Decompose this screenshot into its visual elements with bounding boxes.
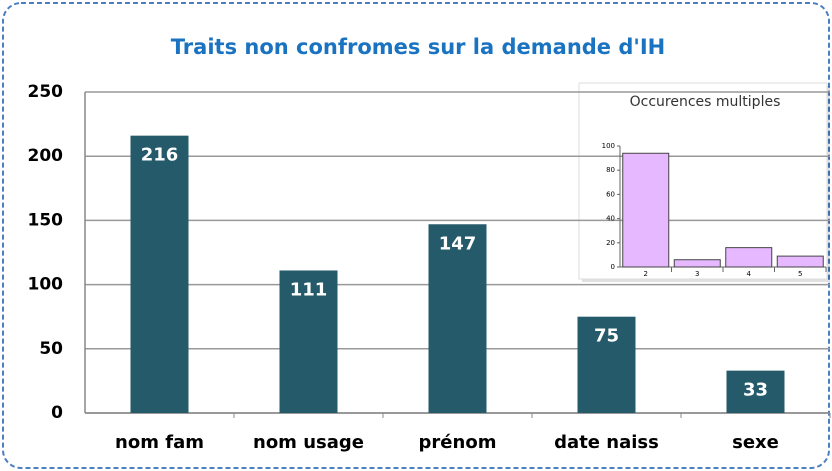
x-tick-label: 4 bbox=[747, 270, 752, 278]
y-tick-label: 60 bbox=[606, 190, 615, 198]
x-tick-label: nom fam bbox=[115, 432, 204, 453]
y-tick-label: 40 bbox=[606, 215, 615, 223]
bar bbox=[577, 316, 636, 413]
data-label: 111 bbox=[290, 279, 328, 300]
x-tick-label: 2 bbox=[644, 270, 648, 278]
bar bbox=[776, 255, 824, 268]
x-tick-label: 3 bbox=[695, 270, 699, 278]
y-tick-label: 250 bbox=[28, 82, 64, 102]
y-tick-label: 100 bbox=[602, 142, 615, 150]
bar bbox=[673, 259, 721, 268]
y-tick-label: 0 bbox=[611, 263, 615, 271]
bar bbox=[725, 247, 773, 268]
inset-title: Occurences multiples bbox=[630, 94, 781, 110]
y-tick-label: 150 bbox=[28, 210, 64, 230]
bar bbox=[726, 370, 785, 413]
data-label: 216 bbox=[141, 145, 179, 166]
y-tick-label: 0 bbox=[51, 403, 63, 423]
data-label: 75 bbox=[594, 326, 619, 347]
y-tick-label: 80 bbox=[606, 166, 615, 174]
y-tick-label: 100 bbox=[28, 275, 64, 295]
x-tick-label: 5 bbox=[798, 270, 802, 278]
bar bbox=[622, 152, 670, 268]
x-tick-label: nom usage bbox=[253, 432, 364, 453]
x-tick-label: date naiss bbox=[554, 432, 659, 453]
bar bbox=[428, 224, 487, 413]
data-label: 33 bbox=[743, 380, 768, 401]
chart-title: Traits non confromes sur la demande d'IH bbox=[171, 35, 665, 59]
bar bbox=[279, 270, 338, 413]
data-label: 147 bbox=[439, 233, 477, 254]
inset-box bbox=[578, 82, 828, 280]
y-tick-label: 20 bbox=[606, 239, 615, 247]
y-tick-label: 200 bbox=[28, 146, 64, 166]
bar bbox=[130, 135, 189, 413]
x-tick-label: prénom bbox=[419, 432, 497, 453]
y-tick-label: 50 bbox=[39, 339, 63, 359]
x-tick-label: sexe bbox=[732, 432, 779, 453]
